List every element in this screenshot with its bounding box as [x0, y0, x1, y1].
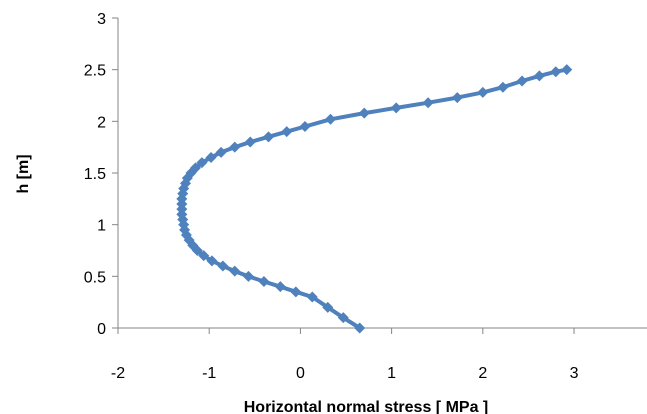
data-point-marker	[358, 107, 370, 119]
y-tick-label: 1	[97, 218, 106, 235]
data-point-marker	[229, 141, 241, 153]
data-point-marker	[516, 75, 528, 87]
data-point-marker	[337, 312, 349, 324]
data-point-marker	[196, 157, 208, 169]
data-point-marker	[217, 260, 229, 272]
data-point-marker	[306, 291, 318, 303]
x-tick-label: 2	[478, 365, 487, 382]
data-point-marker	[533, 70, 545, 82]
x-axis-title: Horizontal normal stress [ MPa ]	[244, 399, 489, 414]
data-point-marker	[206, 255, 218, 267]
y-tick-label: 2	[97, 114, 106, 131]
data-point-marker	[299, 121, 311, 132]
data-point-marker	[205, 152, 217, 163]
data-point-marker	[451, 92, 463, 104]
data-point-marker	[561, 64, 573, 76]
x-tick-label: 1	[387, 365, 396, 382]
plot-area	[176, 64, 573, 334]
y-tick-label: 0.5	[84, 269, 106, 286]
data-point-marker	[390, 102, 402, 114]
y-axis: 0 0.5 1 1.5 2 2.5 3	[84, 11, 119, 338]
series-line	[179, 67, 569, 330]
y-tick-label: 1.5	[84, 166, 106, 183]
data-point-marker	[190, 162, 202, 174]
data-point-marker	[281, 126, 293, 138]
x-tick-label: -2	[111, 365, 125, 382]
y-axis-title: h [m]	[15, 154, 32, 193]
data-point-marker	[262, 131, 274, 143]
data-point-marker	[274, 281, 286, 293]
x-tick-label: 0	[296, 365, 305, 382]
x-tick-label: -1	[202, 365, 216, 382]
data-point-marker	[242, 270, 254, 282]
y-tick-label: 3	[97, 11, 106, 28]
data-point-marker	[290, 286, 302, 298]
data-point-marker	[215, 146, 227, 158]
data-point-marker	[354, 322, 366, 334]
x-tick-label: 3	[570, 365, 579, 382]
y-tick-label: 0	[97, 321, 106, 338]
data-point-marker	[322, 301, 334, 313]
data-point-marker	[325, 113, 337, 125]
y-tick-label: 2.5	[84, 63, 106, 80]
data-point-marker	[198, 250, 210, 262]
data-point-marker	[550, 66, 562, 78]
data-point-marker	[477, 86, 489, 98]
data-point-marker	[497, 81, 509, 93]
x-axis: -2 -1 0 1 2 3	[111, 327, 647, 382]
data-point-marker	[229, 265, 241, 277]
data-point-marker	[258, 276, 270, 287]
data-point-marker	[422, 97, 434, 109]
data-point-marker	[244, 136, 256, 148]
